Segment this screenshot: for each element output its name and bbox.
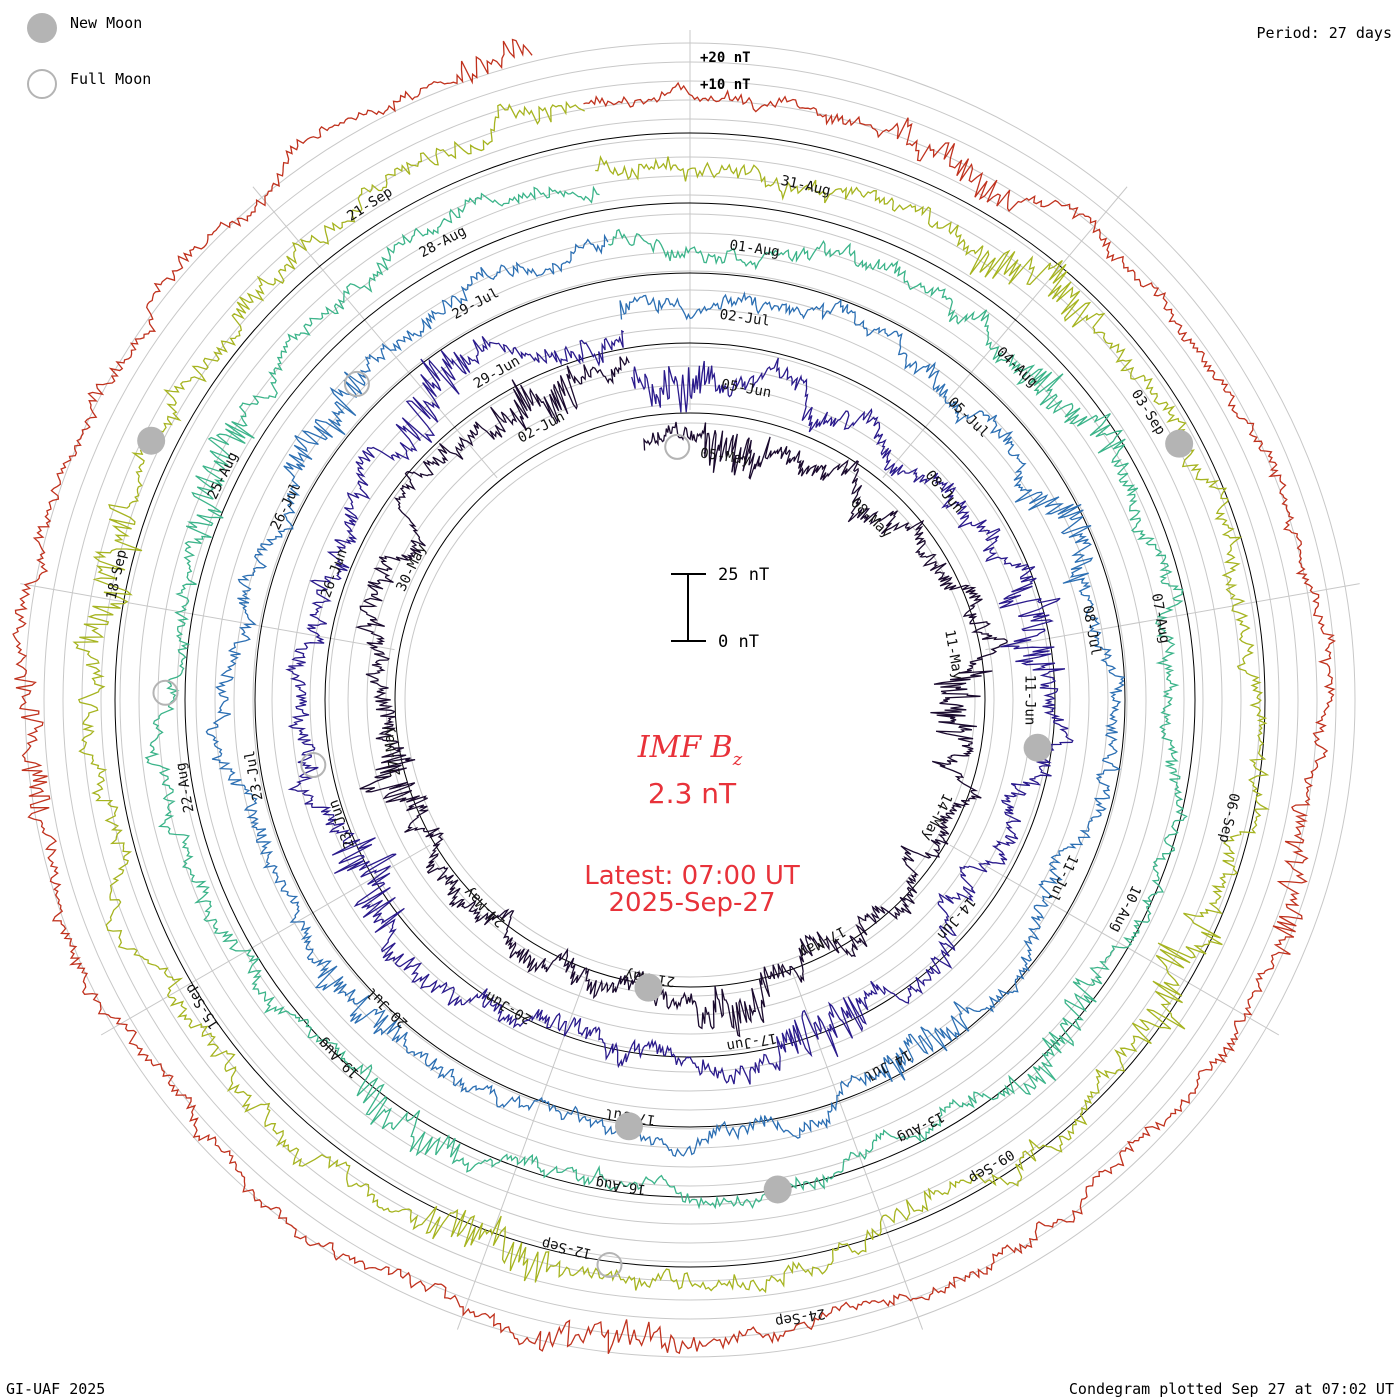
new-moon-marker (763, 1175, 792, 1204)
date-label: 02-Jul (719, 307, 771, 330)
tick-label-plus20: +20 nT (700, 50, 751, 66)
series-trace-5 (12, 38, 1336, 1355)
date-label: 05-Jun (720, 377, 773, 402)
period-label: Period: 27 days (1257, 24, 1392, 42)
spoke-line (985, 583, 1360, 651)
date-label: 31-Aug (779, 173, 832, 200)
date-label: 14-Jul (862, 1046, 914, 1084)
series-trace-0 (355, 355, 1008, 1038)
legend-full-moon-label: Full Moon (70, 70, 151, 88)
date-label: 29-Jul (450, 285, 502, 323)
date-label: 20-Jul (364, 984, 411, 1031)
spoke-line (252, 186, 498, 479)
rotation-baseline (254, 272, 1126, 1128)
date-label: 02-Jun (515, 409, 567, 447)
legend: New Moon Full Moon (27, 13, 151, 99)
grid-circle (347, 365, 1033, 1035)
current-value: 2.3 nT (648, 777, 737, 810)
footer-left: GI-UAF 2025 (6, 1380, 105, 1398)
spoke-line (949, 844, 1280, 1036)
full-moon-marker (596, 1251, 623, 1278)
new-moon-marker (614, 1112, 643, 1141)
date-label: 16-Aug (594, 1174, 646, 1197)
series-trace-1 (285, 329, 1074, 1085)
series-trace-4 (72, 100, 1270, 1294)
full-moon-legend-icon (27, 69, 57, 99)
full-moon-marker (664, 433, 691, 460)
scale-bar-bottom-label: 0 nT (718, 632, 759, 652)
date-label: 28-Aug (417, 223, 469, 261)
moon-phase-markers (137, 370, 1194, 1278)
chart-title: IMF Bz (637, 730, 743, 770)
new-moon-legend-icon (27, 13, 57, 43)
date-label: 10-Aug (1107, 883, 1144, 935)
date-label: 30-May (394, 542, 431, 594)
footer-right: Condegram plotted Sep 27 at 07:02 UT (1069, 1380, 1394, 1398)
date-label: 06-Sep (1216, 791, 1243, 844)
chart-title-main: IMF B (637, 730, 733, 765)
chart-title-subscript: z (732, 749, 743, 770)
date-label: 08-Jun (922, 467, 967, 516)
new-moon-marker (634, 973, 663, 1002)
grid-circles (24, 42, 1356, 1358)
date-label: 22-Aug (173, 761, 198, 814)
legend-new-moon-label: New Moon (70, 14, 142, 32)
date-label: 01-Aug (728, 237, 780, 260)
new-moon-marker (1165, 429, 1194, 458)
latest-date: 2025-Sep-27 (608, 888, 775, 918)
scale-bar-top-label: 25 nT (718, 565, 769, 585)
date-label: 26-Jul (268, 480, 305, 532)
date-label: 17-May (796, 923, 848, 961)
date-label: 03-Sep (1128, 387, 1169, 438)
date-label: 26-Jun (318, 547, 350, 600)
date-label: 08-May (847, 495, 894, 542)
rotation-baseline (114, 132, 1266, 1268)
date-label: 07-Aug (1148, 592, 1173, 645)
spoke-line (456, 972, 588, 1330)
grid-circle (404, 422, 976, 978)
new-moon-marker (137, 426, 166, 455)
date-label: 05-May (699, 445, 751, 468)
spoke-line (20, 583, 395, 651)
latest-time: Latest: 07:00 UT (584, 861, 800, 891)
new-moon-marker (1023, 733, 1052, 762)
spoke-line (100, 844, 431, 1036)
radial-spokes (20, 30, 1360, 1330)
spoke-line (882, 186, 1128, 479)
scale-bar: 25 nT 0 nT (671, 565, 769, 652)
date-label: 15-Sep (182, 981, 223, 1032)
date-label: 17-Jun (725, 1029, 778, 1054)
full-moon-marker (300, 752, 327, 779)
date-label: 25-Aug (205, 450, 242, 502)
full-moon-marker (152, 679, 179, 706)
date-label: 11-Jun (1021, 675, 1037, 726)
tick-label-plus10: +10 nT (700, 77, 751, 93)
rotation-baseline (394, 412, 986, 988)
series-trace-2 (205, 233, 1126, 1157)
imf-bz-traces (12, 38, 1336, 1355)
date-label: 11-May (941, 629, 966, 682)
date-label: 05-Jul (944, 394, 991, 441)
rotation-baseline (184, 202, 1196, 1198)
full-moon-marker (343, 370, 370, 397)
rotation-baselines (114, 132, 1266, 1268)
